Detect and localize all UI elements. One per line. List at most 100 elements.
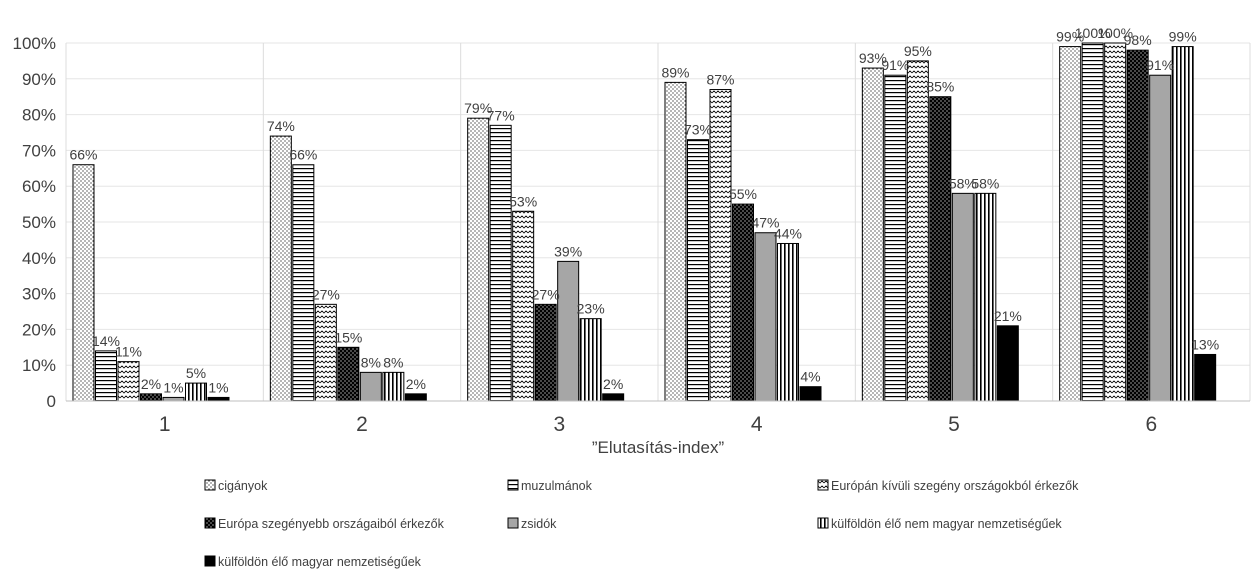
- bar: [314, 303, 337, 402]
- data-label: 77%: [487, 107, 515, 123]
- bar: [754, 232, 777, 402]
- data-label: 21%: [994, 308, 1022, 324]
- data-label: 1%: [163, 379, 183, 395]
- bar: [974, 192, 997, 402]
- bar: [269, 135, 292, 402]
- bar: [512, 210, 535, 402]
- bars-layer: [72, 42, 1217, 402]
- legend-item: muzulmánok: [507, 479, 593, 493]
- y-tick-label: 20%: [22, 320, 56, 339]
- data-label: 100%: [1075, 25, 1111, 41]
- data-label: 100%: [1097, 25, 1133, 41]
- data-label: 23%: [577, 301, 605, 317]
- bar: [996, 325, 1019, 402]
- data-label: 58%: [949, 175, 977, 191]
- data-label: 11%: [115, 344, 142, 360]
- y-tick-label: 90%: [22, 70, 56, 89]
- bar: [140, 393, 162, 402]
- data-label: 2%: [603, 376, 623, 392]
- y-tick-label: 50%: [22, 213, 56, 232]
- legend: cigányok muzulmánok Európán kívüli szegény…: [204, 479, 1079, 569]
- x-tick-label: 3: [553, 413, 565, 436]
- data-label: 85%: [926, 79, 954, 95]
- y-tick-label: 70%: [22, 141, 56, 160]
- data-label: 2%: [141, 376, 161, 392]
- legend-swatch: [507, 517, 519, 529]
- bar: [1171, 46, 1194, 402]
- data-label: 95%: [904, 43, 932, 59]
- data-label: 98%: [1124, 32, 1152, 48]
- bar: [72, 164, 95, 402]
- data-label: 58%: [971, 175, 999, 191]
- legend-item: külföldön élő magyar nemzetiségűek: [204, 555, 422, 569]
- bar: [799, 386, 822, 402]
- data-label: 1%: [208, 379, 228, 395]
- legend-label: cigányok: [218, 479, 268, 493]
- data-label: 93%: [859, 50, 887, 66]
- bar: [382, 371, 405, 402]
- bar: [557, 260, 580, 402]
- x-tick-label: 6: [1145, 413, 1157, 436]
- bar: [185, 382, 207, 402]
- bar: [162, 396, 185, 402]
- bar: [884, 74, 907, 402]
- data-label: 39%: [554, 243, 582, 259]
- legend-item: Európán kívüli szegény országokból érkez…: [817, 479, 1079, 493]
- y-tick-label: 80%: [22, 106, 56, 125]
- bar: [1081, 42, 1104, 402]
- legend-swatch: [817, 517, 829, 529]
- legend-swatch: [204, 479, 216, 491]
- bar: [1104, 42, 1127, 402]
- bar: [95, 350, 117, 402]
- bar: [906, 60, 929, 402]
- data-label: 66%: [289, 147, 317, 163]
- data-label: 8%: [383, 354, 403, 370]
- data-label: 99%: [1169, 29, 1197, 45]
- data-label: 91%: [1146, 57, 1174, 73]
- bar: [359, 371, 382, 402]
- legend-label: külföldön élő magyar nemzetiségűek: [218, 555, 422, 569]
- bar: [534, 303, 557, 402]
- y-tick-label: 10%: [22, 356, 56, 375]
- data-label: 53%: [509, 193, 537, 209]
- bar: [1126, 49, 1149, 402]
- legend-swatch: [817, 479, 829, 491]
- bar: [664, 81, 687, 402]
- data-label: 79%: [464, 100, 492, 116]
- data-label: 87%: [706, 72, 734, 88]
- legend-item: cigányok: [204, 479, 268, 493]
- bar: [709, 89, 732, 402]
- bar: [732, 203, 754, 402]
- bar: [404, 393, 427, 402]
- data-label: 13%: [1191, 336, 1219, 352]
- data-label: 27%: [532, 286, 560, 302]
- axis-layer: 0 10% 20% 30% 40% 50% 60% 70% 80% 90% 100% 1 2 3 4 5 6 ”E…: [13, 34, 1250, 457]
- x-tick-label: 4: [751, 413, 763, 436]
- x-tick-label: 5: [948, 413, 960, 436]
- bar: [489, 124, 512, 402]
- data-label: 91%: [881, 57, 909, 73]
- data-label: 99%: [1056, 29, 1084, 45]
- x-tick-label: 1: [159, 413, 171, 436]
- x-axis-title: ”Elutasítás-index”: [592, 438, 725, 457]
- data-label: 27%: [312, 286, 340, 302]
- legend-label: Európán kívüli szegény országokból érkez…: [831, 479, 1079, 493]
- bar: [777, 242, 799, 402]
- data-label: 55%: [729, 186, 757, 202]
- data-label: 14%: [92, 333, 120, 349]
- bar: [337, 346, 360, 402]
- data-label: 4%: [800, 369, 820, 385]
- grid-layer: [65, 42, 1251, 401]
- bar: [1194, 353, 1217, 402]
- bar: [467, 117, 490, 402]
- data-labels-layer: 66%14%11%2% 1%5%1%74%66%27%15%8% 8%2%79%77…: [69, 25, 1219, 395]
- data-label: 2%: [406, 376, 426, 392]
- data-label: 8%: [361, 354, 381, 370]
- data-label: 5%: [186, 365, 206, 381]
- y-tick-label: 60%: [22, 177, 56, 196]
- y-tick-label: 30%: [22, 285, 56, 304]
- data-label: 44%: [774, 225, 802, 241]
- legend-label: Európa szegényebb országaiból érkezők: [218, 517, 445, 531]
- bar: [1149, 74, 1172, 402]
